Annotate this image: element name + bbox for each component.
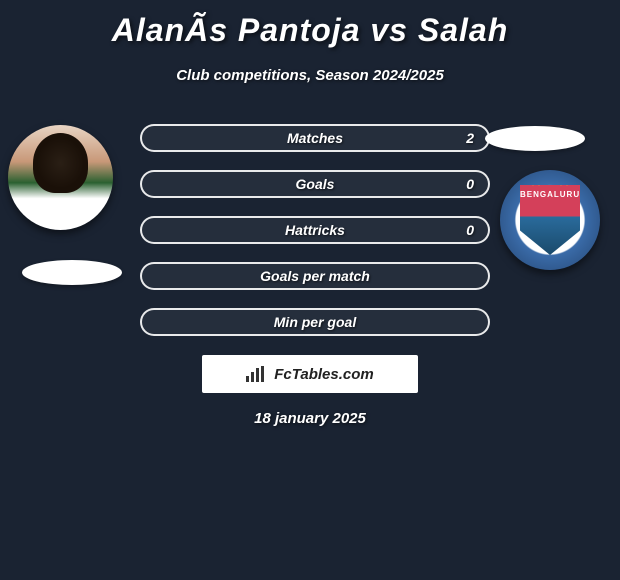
club-shield-icon: BENGALURU (520, 185, 580, 255)
stat-row-min-per-goal: Min per goal (140, 308, 490, 336)
stat-label: Goals (296, 176, 335, 192)
stat-value: 0 (466, 176, 474, 192)
stat-row-hattricks: Hattricks 0 (140, 216, 490, 244)
chart-icon (246, 366, 266, 382)
club-name-label: BENGALURU (520, 190, 580, 199)
club-badge-right: BENGALURU (500, 170, 600, 270)
date-label: 18 january 2025 (0, 410, 620, 427)
player-avatar-left (8, 125, 113, 230)
stat-value: 0 (466, 222, 474, 238)
stat-label: Hattricks (285, 222, 345, 238)
stat-label: Matches (287, 130, 343, 146)
stat-label: Goals per match (260, 268, 370, 284)
fctables-badge[interactable]: FcTables.com (202, 355, 418, 393)
stat-row-goals-per-match: Goals per match (140, 262, 490, 290)
stat-label: Min per goal (274, 314, 356, 330)
page-title: AlanÃ­s Pantoja vs Salah (0, 0, 620, 49)
subtitle: Club competitions, Season 2024/2025 (0, 67, 620, 84)
stat-row-goals: Goals 0 (140, 170, 490, 198)
fctables-label: FcTables.com (274, 366, 373, 383)
team-badge-right-ellipse (485, 126, 585, 151)
team-badge-left (22, 260, 122, 285)
stat-value: 2 (466, 130, 474, 146)
stats-container: Matches 2 Goals 0 Hattricks 0 Goals per … (140, 124, 490, 354)
stat-row-matches: Matches 2 (140, 124, 490, 152)
